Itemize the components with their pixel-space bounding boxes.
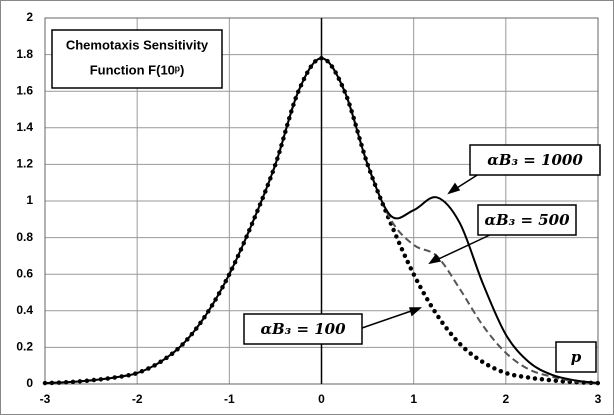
- x-tick-label: 2: [502, 392, 509, 406]
- y-tick-label: 0.4: [16, 303, 33, 317]
- label-box: [243, 313, 363, 345]
- x-tick-label: 0: [318, 392, 325, 406]
- title-box: [51, 29, 223, 89]
- arrowhead: [447, 182, 461, 195]
- y-tick-label: 0.8: [16, 230, 33, 244]
- series-label: αB₃ = 1000: [487, 151, 583, 169]
- series-line: [44, 57, 599, 385]
- arrow: [429, 233, 493, 264]
- y-tick-label: 0: [26, 376, 33, 390]
- x-tick-label: -2: [132, 392, 143, 406]
- x-tick-label: -1: [224, 392, 235, 406]
- arrowhead: [428, 253, 442, 265]
- arrowhead: [409, 307, 422, 317]
- series-label: αB₃ = 100: [260, 320, 346, 338]
- y-tick-label: 0.2: [16, 340, 33, 354]
- chart-title: Chemotaxis Sensitivity: [66, 37, 209, 52]
- x-tick-label: 1: [410, 392, 417, 406]
- y-tick-label: 1.4: [16, 120, 33, 134]
- x-axis-label: p: [571, 348, 582, 366]
- label-box: [469, 144, 601, 176]
- y-tick-label: 1.2: [16, 157, 33, 171]
- y-tick-label: 1: [26, 193, 33, 207]
- y-tick-label: 0.6: [16, 266, 33, 280]
- chart-title: Function F(10ᵖ): [90, 62, 185, 77]
- y-tick-label: 2: [26, 10, 33, 24]
- label-box: [477, 204, 577, 236]
- x-tick-label: -3: [40, 392, 51, 406]
- series-label: αB₃ = 500: [484, 211, 570, 229]
- y-tick-label: 1.6: [16, 83, 33, 97]
- y-tick-label: 1.8: [16, 47, 33, 61]
- x-tick-label: 3: [595, 392, 602, 406]
- axis-label-box: [555, 341, 597, 373]
